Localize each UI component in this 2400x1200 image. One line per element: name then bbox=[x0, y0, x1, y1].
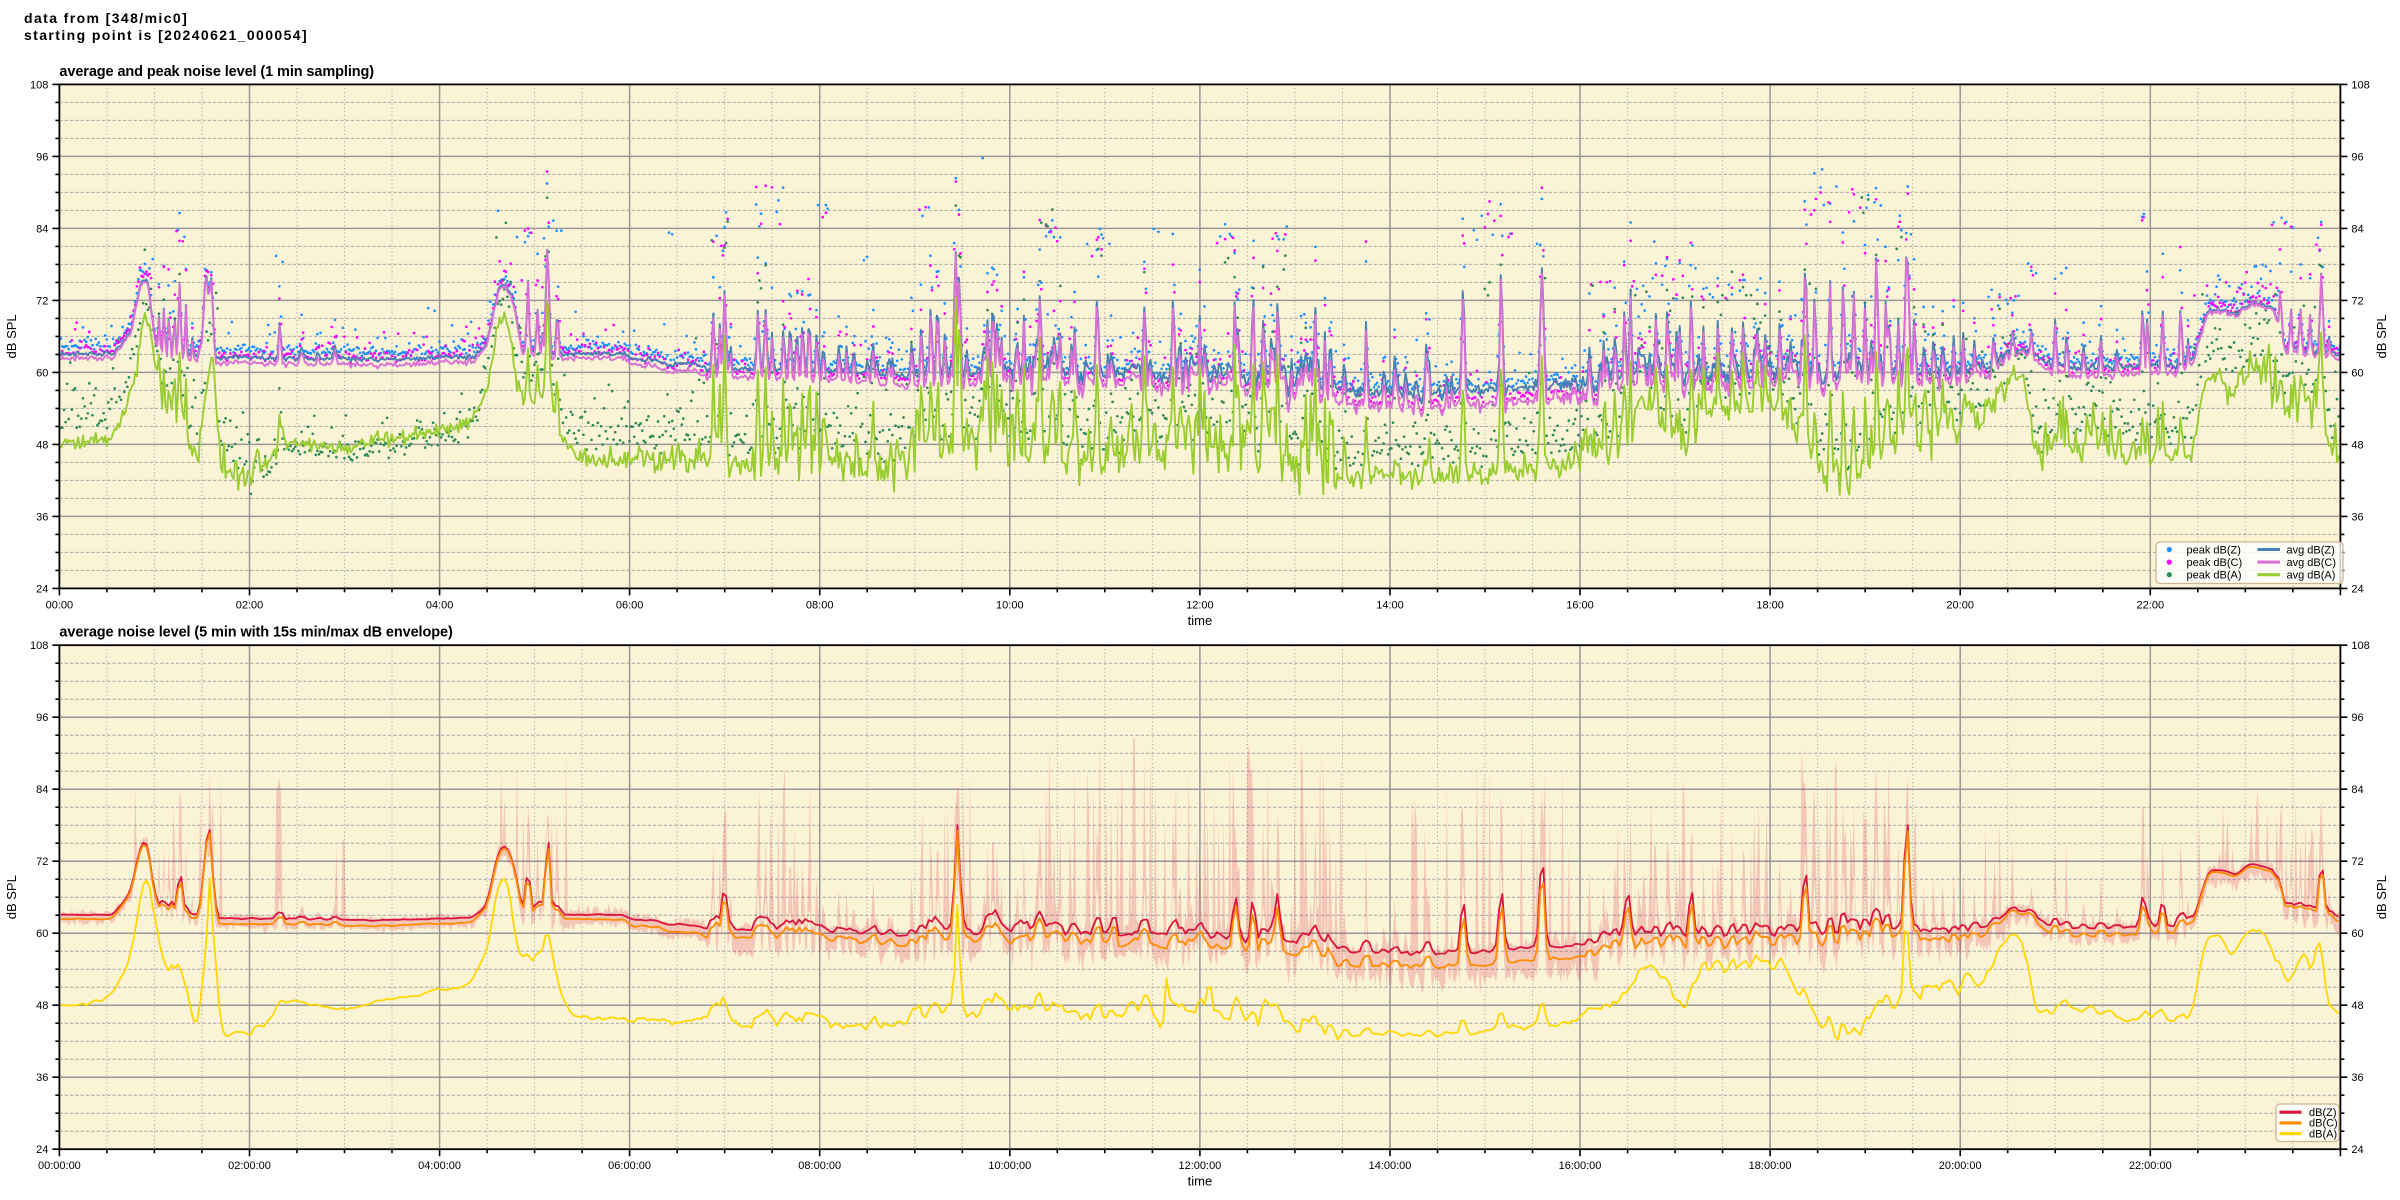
svg-text:12:00:00: 12:00:00 bbox=[1178, 1160, 1221, 1172]
svg-text:data from [348/mic0]: data from [348/mic0] bbox=[24, 10, 188, 26]
svg-text:dB SPL: dB SPL bbox=[4, 875, 19, 919]
svg-text:84: 84 bbox=[36, 223, 48, 235]
svg-text:48: 48 bbox=[36, 1000, 48, 1012]
svg-text:84: 84 bbox=[2351, 784, 2363, 796]
svg-text:peak dB(C): peak dB(C) bbox=[2187, 557, 2243, 569]
svg-text:14:00: 14:00 bbox=[1376, 599, 1404, 611]
svg-text:16:00: 16:00 bbox=[1566, 599, 1594, 611]
svg-text:108: 108 bbox=[2351, 79, 2369, 91]
svg-text:22:00:00: 22:00:00 bbox=[2129, 1160, 2172, 1172]
svg-text:06:00:00: 06:00:00 bbox=[608, 1160, 651, 1172]
svg-text:dB SPL: dB SPL bbox=[2374, 314, 2389, 358]
svg-text:peak dB(A): peak dB(A) bbox=[2187, 570, 2242, 582]
svg-text:time: time bbox=[1188, 613, 1213, 628]
svg-text:48: 48 bbox=[36, 439, 48, 451]
svg-text:24: 24 bbox=[36, 1144, 48, 1156]
svg-text:48: 48 bbox=[2351, 1000, 2363, 1012]
svg-text:dB SPL: dB SPL bbox=[2374, 875, 2389, 919]
svg-text:time: time bbox=[1188, 1174, 1213, 1189]
svg-text:96: 96 bbox=[2351, 712, 2363, 724]
svg-text:00:00: 00:00 bbox=[46, 599, 74, 611]
svg-text:20:00: 20:00 bbox=[1946, 599, 1974, 611]
svg-text:60: 60 bbox=[36, 928, 48, 940]
svg-text:04:00:00: 04:00:00 bbox=[418, 1160, 461, 1172]
svg-text:peak dB(Z): peak dB(Z) bbox=[2187, 544, 2241, 556]
svg-text:02:00:00: 02:00:00 bbox=[228, 1160, 271, 1172]
svg-text:08:00:00: 08:00:00 bbox=[798, 1160, 841, 1172]
svg-text:24: 24 bbox=[2351, 1144, 2363, 1156]
svg-text:avg dB(C): avg dB(C) bbox=[2287, 557, 2337, 569]
svg-text:08:00: 08:00 bbox=[806, 599, 834, 611]
svg-text:18:00:00: 18:00:00 bbox=[1749, 1160, 1792, 1172]
svg-text:60: 60 bbox=[36, 367, 48, 379]
svg-text:06:00: 06:00 bbox=[616, 599, 644, 611]
svg-text:02:00: 02:00 bbox=[236, 599, 264, 611]
svg-text:04:00: 04:00 bbox=[426, 599, 454, 611]
svg-text:36: 36 bbox=[2351, 511, 2363, 523]
svg-text:60: 60 bbox=[2351, 928, 2363, 940]
svg-text:36: 36 bbox=[36, 511, 48, 523]
svg-text:72: 72 bbox=[36, 856, 48, 868]
svg-text:dB(C): dB(C) bbox=[2309, 1118, 2338, 1130]
svg-text:14:00:00: 14:00:00 bbox=[1369, 1160, 1412, 1172]
svg-text:60: 60 bbox=[2351, 367, 2363, 379]
svg-text:48: 48 bbox=[2351, 439, 2363, 451]
svg-text:10:00:00: 10:00:00 bbox=[988, 1160, 1031, 1172]
svg-text:108: 108 bbox=[30, 640, 48, 652]
svg-text:96: 96 bbox=[2351, 151, 2363, 163]
svg-text:20:00:00: 20:00:00 bbox=[1939, 1160, 1982, 1172]
svg-text:72: 72 bbox=[2351, 856, 2363, 868]
svg-text:average noise level (5 min wit: average noise level (5 min with 15s min/… bbox=[59, 625, 453, 641]
svg-text:16:00:00: 16:00:00 bbox=[1559, 1160, 1602, 1172]
svg-text:starting point is [20240621_00: starting point is [20240621_000054] bbox=[24, 27, 308, 43]
svg-text:108: 108 bbox=[30, 79, 48, 91]
svg-text:12:00: 12:00 bbox=[1186, 599, 1214, 611]
svg-text:72: 72 bbox=[2351, 295, 2363, 307]
svg-text:96: 96 bbox=[36, 151, 48, 163]
svg-text:96: 96 bbox=[36, 712, 48, 724]
svg-text:18:00: 18:00 bbox=[1756, 599, 1784, 611]
svg-text:24: 24 bbox=[2351, 583, 2363, 595]
svg-text:24: 24 bbox=[36, 583, 48, 595]
svg-text:00:00:00: 00:00:00 bbox=[38, 1160, 81, 1172]
svg-text:36: 36 bbox=[2351, 1072, 2363, 1084]
svg-text:84: 84 bbox=[36, 784, 48, 796]
svg-text:36: 36 bbox=[36, 1072, 48, 1084]
svg-text:108: 108 bbox=[2351, 640, 2369, 652]
svg-text:dB(Z): dB(Z) bbox=[2309, 1107, 2337, 1119]
svg-text:72: 72 bbox=[36, 295, 48, 307]
svg-text:dB(A): dB(A) bbox=[2309, 1128, 2337, 1140]
svg-text:average and peak noise level (: average and peak noise level (1 min samp… bbox=[59, 64, 374, 80]
svg-text:dB SPL: dB SPL bbox=[4, 314, 19, 358]
svg-text:22:00: 22:00 bbox=[2137, 599, 2165, 611]
svg-text:avg dB(Z): avg dB(Z) bbox=[2287, 544, 2335, 556]
svg-text:84: 84 bbox=[2351, 223, 2363, 235]
svg-text:10:00: 10:00 bbox=[996, 599, 1024, 611]
svg-text:avg dB(A): avg dB(A) bbox=[2287, 570, 2336, 582]
